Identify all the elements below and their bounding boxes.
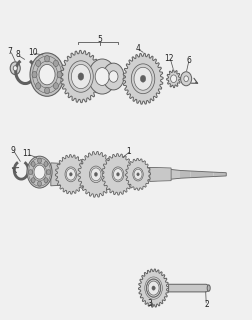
- Polygon shape: [150, 167, 171, 181]
- Circle shape: [31, 162, 35, 166]
- Circle shape: [94, 172, 98, 176]
- Circle shape: [112, 167, 124, 182]
- Circle shape: [140, 75, 146, 82]
- Circle shape: [39, 64, 55, 85]
- Circle shape: [53, 60, 58, 67]
- Polygon shape: [55, 155, 86, 194]
- Text: 8: 8: [16, 50, 21, 59]
- Circle shape: [44, 178, 48, 183]
- Circle shape: [69, 61, 93, 92]
- Circle shape: [146, 279, 161, 297]
- Circle shape: [171, 75, 177, 83]
- Circle shape: [152, 286, 155, 290]
- Polygon shape: [102, 154, 134, 195]
- Circle shape: [78, 73, 84, 80]
- Circle shape: [30, 53, 64, 96]
- Ellipse shape: [207, 285, 210, 291]
- Text: 1: 1: [126, 147, 131, 156]
- Text: 7: 7: [8, 47, 13, 56]
- Text: 2: 2: [204, 300, 209, 309]
- Circle shape: [34, 165, 45, 179]
- Circle shape: [13, 66, 17, 71]
- Circle shape: [36, 83, 41, 89]
- Circle shape: [181, 72, 192, 86]
- Text: 10: 10: [28, 48, 38, 57]
- Polygon shape: [125, 158, 150, 190]
- Text: 11: 11: [22, 149, 32, 158]
- Circle shape: [109, 71, 118, 82]
- Circle shape: [88, 59, 116, 94]
- Circle shape: [71, 64, 90, 89]
- Circle shape: [53, 83, 58, 89]
- Text: 5: 5: [97, 35, 102, 44]
- Circle shape: [70, 172, 72, 176]
- Text: 6: 6: [187, 56, 192, 65]
- Circle shape: [27, 156, 52, 188]
- Circle shape: [45, 87, 50, 94]
- Circle shape: [131, 64, 155, 94]
- Circle shape: [148, 281, 159, 295]
- Circle shape: [10, 62, 20, 75]
- Circle shape: [95, 68, 109, 85]
- Circle shape: [91, 168, 101, 181]
- Text: 3: 3: [148, 299, 153, 308]
- Polygon shape: [60, 50, 102, 103]
- Text: 12: 12: [164, 54, 173, 63]
- Circle shape: [133, 168, 143, 181]
- Circle shape: [28, 170, 33, 175]
- Circle shape: [134, 169, 142, 180]
- Polygon shape: [169, 284, 209, 292]
- Circle shape: [89, 166, 103, 183]
- Circle shape: [66, 169, 75, 180]
- Polygon shape: [139, 269, 169, 307]
- Circle shape: [38, 158, 42, 163]
- Circle shape: [137, 173, 139, 176]
- Circle shape: [134, 67, 152, 90]
- Text: 4: 4: [136, 44, 141, 53]
- Circle shape: [32, 71, 37, 78]
- Text: 9: 9: [10, 146, 15, 155]
- Circle shape: [45, 55, 50, 62]
- Circle shape: [65, 167, 77, 182]
- Circle shape: [113, 169, 122, 180]
- Polygon shape: [167, 70, 181, 88]
- Circle shape: [57, 71, 62, 78]
- Circle shape: [38, 181, 42, 186]
- Circle shape: [47, 170, 50, 175]
- Circle shape: [184, 76, 188, 82]
- Circle shape: [44, 162, 48, 166]
- Polygon shape: [51, 163, 226, 186]
- Polygon shape: [78, 151, 114, 197]
- Polygon shape: [123, 53, 163, 104]
- Circle shape: [36, 60, 41, 67]
- Circle shape: [31, 178, 35, 183]
- Circle shape: [117, 172, 119, 176]
- Circle shape: [103, 63, 124, 90]
